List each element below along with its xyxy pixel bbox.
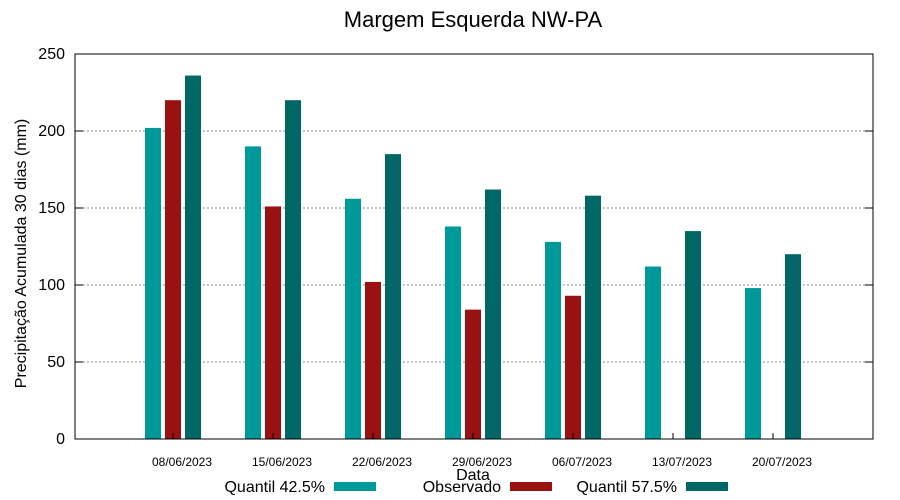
y-tick-label: 250 — [38, 46, 65, 63]
x-tick-label: 08/06/2023 — [152, 455, 212, 469]
bar-quantil-57-5--6 — [785, 254, 801, 439]
x-tick-label: 29/06/2023 — [452, 455, 512, 469]
bar-quantil-57-5--1 — [285, 100, 301, 439]
legend-label: Observado — [423, 479, 501, 496]
x-axis-label: Data — [456, 467, 490, 484]
x-axis: 08/06/2023 15/06/2023 22/06/2023 29/06/2023… — [152, 433, 812, 469]
bar-quantil-42-5--4 — [545, 241, 561, 439]
x-tick-label: 06/07/2023 — [552, 455, 612, 469]
x-tick-label: 15/06/2023 — [252, 455, 312, 469]
bar-quantil-42-5--0 — [145, 127, 161, 440]
bar-observado-2 — [365, 281, 381, 439]
bar-quantil-57-5--2 — [385, 154, 401, 439]
x-tick-label: 20/07/2023 — [752, 455, 812, 469]
grid — [75, 130, 873, 363]
legend-swatch — [686, 482, 728, 491]
bar-observado-3 — [465, 309, 481, 439]
y-axis: 0 50 100 150 200 250 — [38, 46, 873, 448]
y-tick-label: 50 — [47, 354, 65, 371]
chart-title: Margem Esquerda NW-PA — [344, 7, 603, 32]
bar-quantil-42-5--1 — [245, 146, 261, 439]
bars — [145, 75, 801, 440]
bar-quantil-57-5--3 — [485, 189, 501, 439]
plot-frame — [74, 53, 874, 440]
bar-observado-4 — [565, 295, 581, 439]
legend-label: Quantil 42.5% — [224, 479, 325, 496]
bar-quantil-57-5--5 — [685, 231, 701, 439]
bar-quantil-42-5--5 — [645, 266, 661, 439]
bar-observado-1 — [265, 206, 281, 439]
x-tick-label: 22/06/2023 — [352, 455, 412, 469]
legend: Quantil 42.5% Observado Quantil 57.5% — [224, 479, 728, 496]
y-tick-label: 100 — [38, 277, 65, 294]
y-axis-label: Precipitação Acumulada 30 dias (mm) — [13, 119, 30, 388]
y-tick-label: 150 — [38, 200, 65, 217]
bar-quantil-57-5--0 — [185, 75, 201, 439]
bar-observado-0 — [165, 100, 181, 439]
bar-quantil-42-5--2 — [345, 198, 361, 439]
bar-quantil-42-5--6 — [745, 288, 761, 439]
y-tick-label: 0 — [56, 431, 65, 448]
x-tick-label: 13/07/2023 — [652, 455, 712, 469]
legend-swatch — [334, 482, 376, 491]
bar-quantil-57-5--4 — [585, 195, 601, 439]
legend-swatch — [510, 482, 552, 491]
y-tick-label: 200 — [38, 123, 65, 140]
bar-quantil-42-5--3 — [445, 226, 461, 439]
legend-label: Quantil 57.5% — [576, 479, 677, 496]
